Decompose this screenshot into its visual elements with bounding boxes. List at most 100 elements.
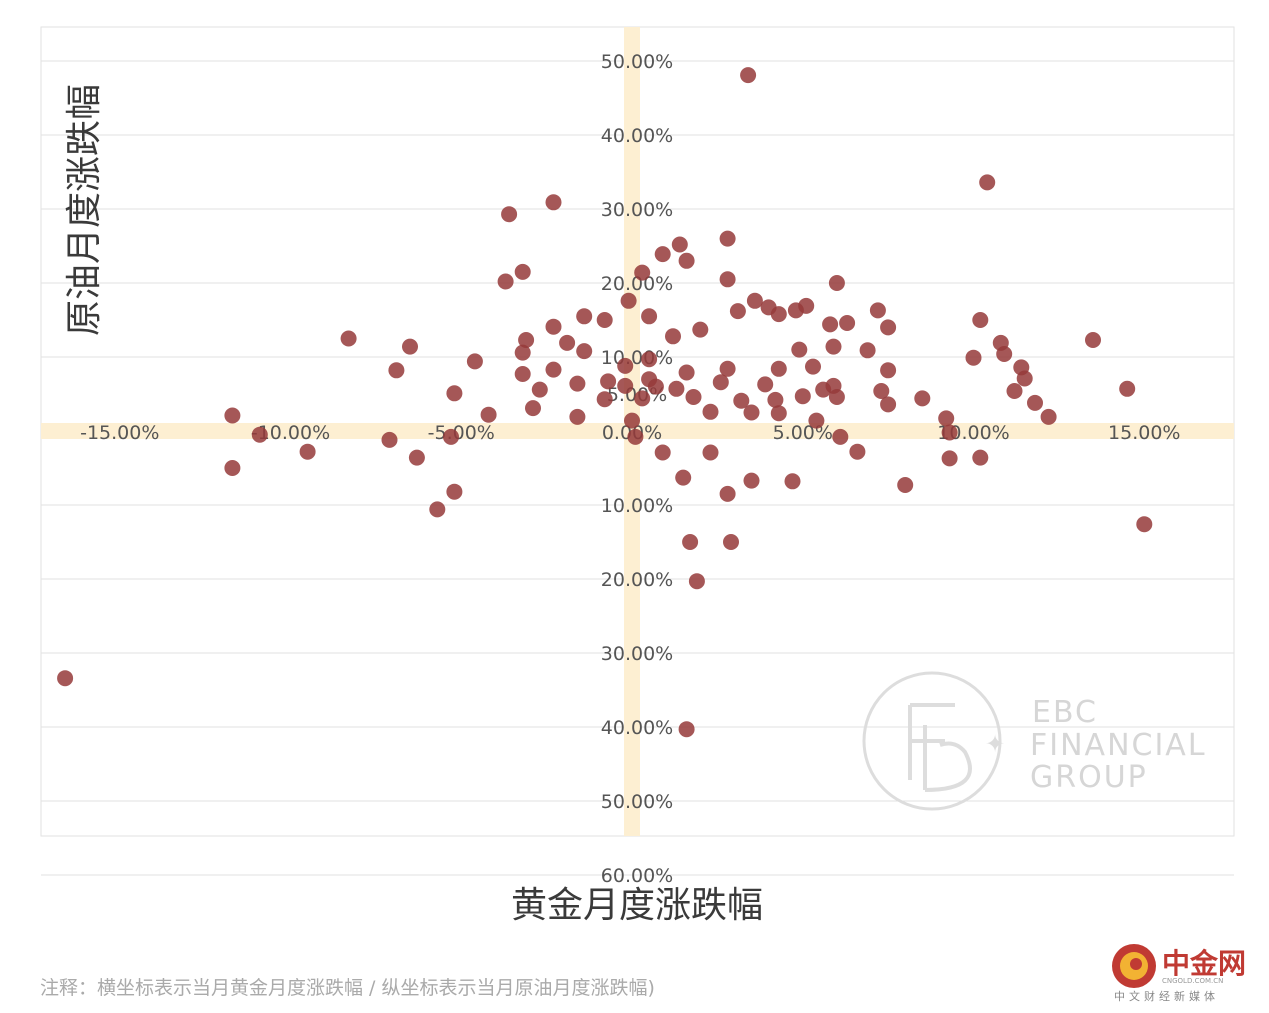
data-point xyxy=(873,383,890,399)
data-point xyxy=(224,460,241,476)
data-point xyxy=(794,388,811,405)
cngold-logo: 中金网 CNGOLD.COM.CN 中文财经新媒体 xyxy=(1110,942,1260,1003)
data-point xyxy=(671,236,688,253)
data-point xyxy=(897,477,914,493)
data-point xyxy=(757,376,774,393)
data-point xyxy=(805,358,821,375)
data-point xyxy=(514,366,531,382)
data-point xyxy=(518,332,535,348)
data-point xyxy=(678,252,695,269)
data-point xyxy=(1006,383,1023,399)
data-point xyxy=(668,380,685,397)
data-point xyxy=(688,573,705,590)
y-tick-label: 50.00% xyxy=(601,791,673,813)
data-point xyxy=(545,194,562,211)
watermark: ✦ EBC FINANCIAL GROUP xyxy=(862,671,1205,811)
logo-url: CNGOLD.COM.CN xyxy=(1162,977,1224,985)
data-point xyxy=(702,403,719,420)
data-point xyxy=(719,230,736,247)
data-point xyxy=(770,306,787,323)
data-point xyxy=(880,396,897,413)
data-point xyxy=(746,292,763,309)
watermark-line3: GROUP xyxy=(1030,760,1148,795)
data-point xyxy=(979,174,996,191)
data-point xyxy=(514,344,531,361)
data-point xyxy=(408,449,425,466)
logo-name: 中金网 xyxy=(1162,947,1247,980)
x-tick-label: -10.00% xyxy=(251,422,330,444)
data-point xyxy=(559,334,576,351)
data-point xyxy=(1136,516,1153,533)
data-point xyxy=(641,351,658,368)
data-point xyxy=(600,373,617,390)
data-point xyxy=(996,346,1013,362)
data-point xyxy=(299,443,316,460)
data-point xyxy=(822,316,839,333)
data-point xyxy=(828,389,845,405)
data-point xyxy=(627,428,644,445)
data-point xyxy=(617,377,634,394)
data-point xyxy=(743,404,760,421)
data-point xyxy=(712,374,729,391)
data-point xyxy=(596,312,613,328)
data-point xyxy=(596,391,613,408)
data-point xyxy=(576,343,593,360)
data-point xyxy=(938,410,955,427)
data-point xyxy=(57,670,74,687)
cngold-swirl-icon xyxy=(1112,944,1156,988)
y-tick-label: 30.00% xyxy=(601,199,673,221)
logo-subtitle: 中文财经新媒体 xyxy=(1114,990,1219,1003)
data-point xyxy=(429,501,446,518)
data-point xyxy=(880,362,897,379)
data-point xyxy=(941,450,958,467)
data-point xyxy=(743,472,760,489)
watermark-logo-circle xyxy=(862,671,1002,811)
y-tick-labels: 50.00%40.00%30.00%20.00%10.00%5.00%10.00… xyxy=(601,51,673,887)
data-point xyxy=(682,534,699,550)
data-point xyxy=(965,349,982,366)
data-point xyxy=(767,391,784,408)
data-point xyxy=(446,483,463,500)
data-point xyxy=(719,360,736,377)
data-point xyxy=(531,381,548,398)
data-point xyxy=(634,264,651,281)
data-point xyxy=(545,318,562,335)
data-point xyxy=(501,206,518,223)
data-point xyxy=(719,485,736,502)
data-point xyxy=(685,389,702,405)
y-tick-label: 10.00% xyxy=(601,495,673,517)
data-point xyxy=(828,275,845,291)
data-point xyxy=(692,321,709,338)
data-point xyxy=(1027,394,1043,411)
watermark-line1: EBC xyxy=(1032,695,1098,730)
data-point xyxy=(849,443,866,460)
y-tick-label: 40.00% xyxy=(601,717,673,739)
data-point xyxy=(1040,408,1057,425)
data-point xyxy=(654,246,671,263)
data-point xyxy=(569,375,586,392)
data-point xyxy=(798,297,815,314)
footnote: 注释：横坐标表示当月黄金月度涨跌幅 / 纵坐标表示当月原油月度涨跌幅) xyxy=(40,977,655,999)
data-point xyxy=(402,338,418,355)
y-axis-title: 原油月度涨跌幅 xyxy=(64,84,105,336)
y-tick-label: 60.00% xyxy=(601,865,673,887)
data-point xyxy=(617,357,634,374)
data-point xyxy=(1016,370,1033,387)
data-point xyxy=(723,534,739,550)
data-point xyxy=(791,341,808,358)
data-point xyxy=(654,444,671,461)
data-point xyxy=(1085,332,1101,348)
data-point xyxy=(733,392,750,409)
data-point xyxy=(665,328,681,345)
data-point xyxy=(702,444,719,461)
data-point xyxy=(446,385,463,402)
data-point xyxy=(647,378,664,395)
data-point xyxy=(545,361,562,378)
data-point xyxy=(525,400,541,417)
y-tick-label: 20.00% xyxy=(601,569,673,591)
data-point xyxy=(678,721,695,738)
data-points xyxy=(57,67,1153,738)
y-tick-label: 40.00% xyxy=(601,125,673,147)
data-point xyxy=(869,302,886,319)
